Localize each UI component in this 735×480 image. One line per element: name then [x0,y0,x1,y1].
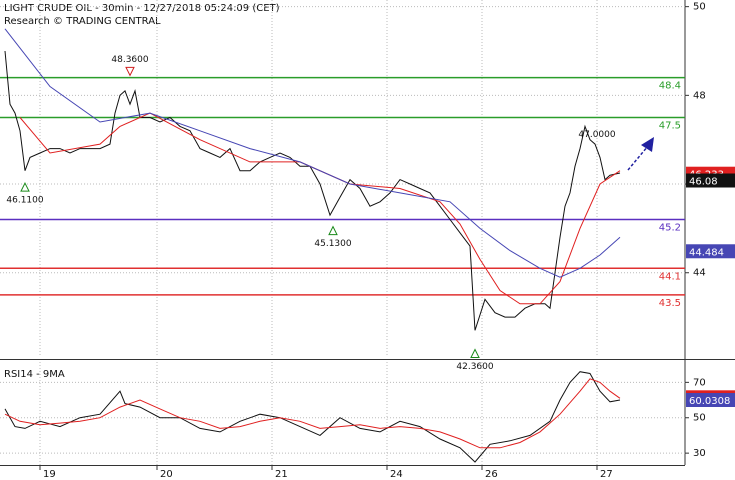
annotation: 46.1100 [6,196,43,206]
series-line [4,28,621,278]
y-tick-label: 70 [693,377,706,388]
x-tick-label: 26 [485,469,498,480]
series-line [4,50,621,331]
rsi-title: RSI14 - 9MA [4,369,65,380]
level-label: 48.4 [659,81,681,92]
price-tag [686,173,735,188]
annotation: 48.3600 [111,55,148,65]
level-label: 45.2 [659,223,681,234]
x-tick-label: 19 [43,469,56,480]
y-tick-label: 44 [693,268,706,279]
level-label: 43.5 [659,298,681,309]
chart-title: LIGHT CRUDE OIL - 30min - 12/27/2018 05:… [4,3,280,14]
y-tick-label: 50 [693,2,706,13]
price-tag-label: 46.08 [689,176,718,187]
x-tick-label: 20 [160,469,173,480]
low-marker [20,182,30,192]
forecast-arrow [627,137,654,171]
series-line [4,371,621,463]
high-marker [125,66,135,77]
level-label: 44.1 [659,271,681,282]
x-tick-label: 27 [600,469,613,480]
low-marker [328,225,338,236]
price-tag-label: 44.484 [689,247,724,258]
series-line [19,112,621,305]
annotation: 45.1300 [314,239,351,249]
price-tag [686,244,735,259]
x-tick-label: 21 [275,469,288,480]
level-label: 47.5 [659,121,681,132]
low-marker [470,348,480,358]
chart-subtitle: Research © TRADING CENTRAL [4,16,161,27]
x-tick-label: 24 [390,469,403,480]
annotation: 47.0000 [578,130,615,140]
price-tag-label: 60.0308 [689,396,730,407]
price-tag [686,392,735,407]
y-tick-label: 30 [693,448,706,459]
y-tick-label: 50 [693,413,706,424]
y-tick-label: 48 [693,90,706,101]
annotation: 42.3600 [456,362,493,372]
series-line [4,378,621,449]
